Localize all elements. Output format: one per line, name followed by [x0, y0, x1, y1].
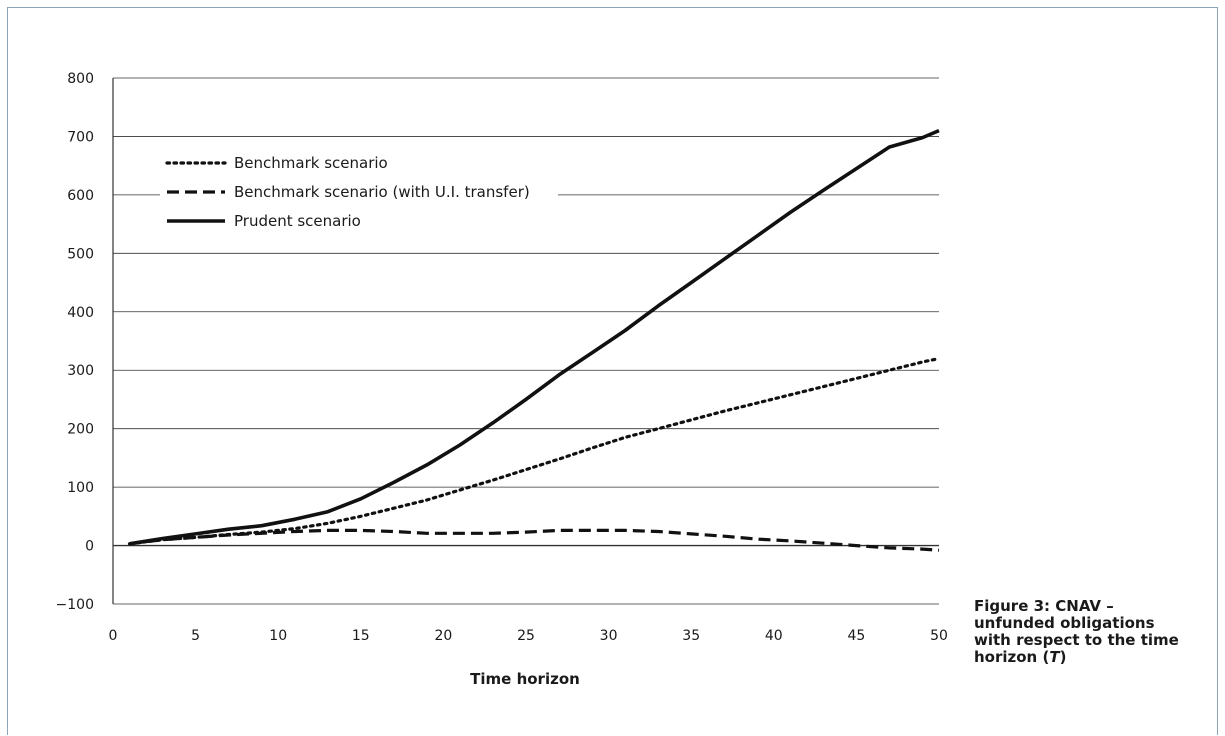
x-tick-label: 15 [352, 628, 370, 644]
x-tick-label: 50 [930, 628, 948, 644]
figure-frame [7, 7, 1218, 735]
tick-labels: −100 0 100 200 300 400 500 600 700 800 0 5 10 15 20 25 3… [56, 71, 948, 644]
x-tick-label: 25 [517, 628, 535, 644]
y-tick-label: 600 [67, 188, 94, 204]
y-tick-label: 100 [67, 480, 94, 496]
series-lines [127, 128, 941, 552]
x-tick-label: 10 [269, 628, 287, 644]
x-axis-title: Time horizon [470, 670, 580, 688]
y-tick-label: 700 [67, 129, 94, 145]
x-tick-label: 45 [847, 628, 865, 644]
figure-caption: Figure 3: CNAV – unfunded obligations wi… [974, 598, 1179, 666]
y-tick-label: 200 [67, 422, 94, 438]
legend-label: Prudent scenario [234, 212, 361, 230]
axes [112, 78, 939, 604]
y-tick-label: 300 [67, 363, 94, 379]
grid-lines [113, 77, 939, 605]
caption-suffix: ) [1059, 648, 1067, 666]
x-tick-label: 5 [191, 628, 200, 644]
legend-label: Benchmark scenario (with U.I. transfer) [234, 183, 530, 201]
series-line-dashed [129, 528, 940, 552]
legend: Benchmark scenario Benchmark scenario (wi… [160, 148, 558, 242]
caption-text: Figure 3: CNAV – unfunded obligations wi… [974, 597, 1179, 666]
x-tick-label: 0 [109, 628, 118, 644]
x-tick-label: 35 [682, 628, 700, 644]
x-tick-label: 20 [434, 628, 452, 644]
x-tick-label: 30 [600, 628, 618, 644]
caption-variable: T [1049, 648, 1060, 666]
y-tick-label: 400 [67, 305, 94, 321]
series-line-dotted [127, 356, 941, 546]
y-tick-label: 800 [67, 71, 94, 87]
y-tick-label: 0 [85, 539, 94, 555]
legend-label: Benchmark scenario [234, 154, 388, 172]
y-tick-label: 500 [67, 246, 94, 262]
x-tick-label: 40 [765, 628, 783, 644]
y-tick-label: −100 [56, 597, 94, 613]
series-line-solid [129, 128, 940, 546]
